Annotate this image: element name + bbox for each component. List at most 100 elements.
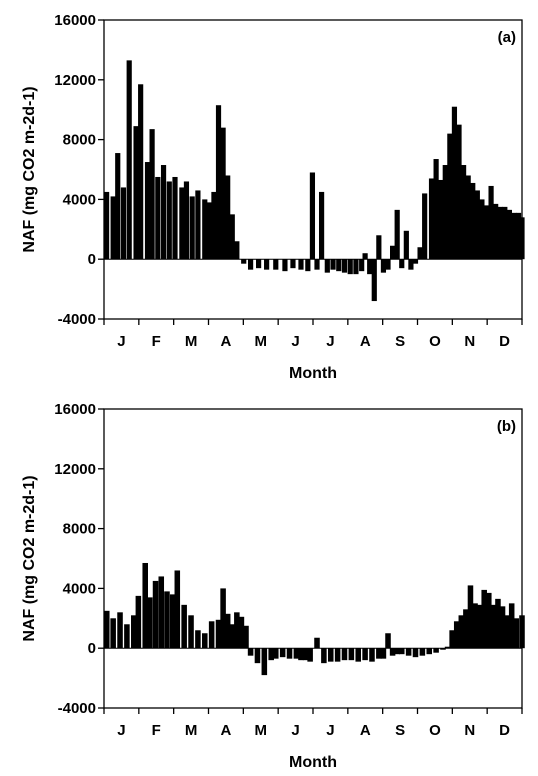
bar-b-46 (380, 648, 387, 659)
x-tick-label-b: A (360, 722, 371, 739)
bar-b-23 (238, 616, 245, 649)
bar-b-14 (188, 615, 194, 649)
y-axis-title-b: NAF (mg CO2 m-2d-1) (21, 475, 38, 641)
bar-a-3 (120, 187, 127, 260)
bar-b-32 (293, 648, 300, 659)
bar-a-56 (417, 247, 423, 260)
x-tick-label-a: J (291, 333, 299, 350)
bar-a-6 (138, 84, 144, 260)
bar-b-11 (169, 594, 176, 649)
bar-a-0 (104, 191, 110, 260)
bar-series-b (104, 562, 525, 676)
bar-b-59 (453, 621, 460, 649)
bar-a-2 (115, 153, 121, 260)
bar-b-49 (394, 648, 400, 655)
bar-b-26 (254, 648, 261, 664)
bar-b-9 (158, 576, 165, 649)
bar-a-57 (422, 193, 428, 260)
plot-frame-b (103, 408, 523, 709)
bar-a-1 (110, 196, 116, 260)
bar-b-8 (152, 580, 159, 649)
bar-a-46 (371, 259, 377, 302)
bar-b-43 (362, 648, 368, 661)
bar-series-a (104, 60, 525, 302)
bar-b-2 (117, 612, 123, 649)
bar-b-12 (174, 570, 181, 649)
bar-a-43 (359, 259, 365, 272)
bar-b-39 (334, 648, 341, 662)
bar-a-71 (488, 185, 494, 260)
x-tick-label-b: J (117, 722, 125, 739)
bar-b-17 (208, 621, 215, 649)
panel-a: -4000 0 4000 8000 12000 16000 J F M A M J J A S O N D (a… (21, 12, 525, 382)
bar-a-14 (183, 181, 190, 260)
bar-b-27 (261, 648, 268, 676)
bar-a-20 (215, 105, 222, 260)
y-tick-label-a: 0 (88, 251, 96, 268)
bar-b-65 (481, 589, 487, 649)
bar-a-12 (172, 176, 178, 260)
bar-b-18 (215, 619, 222, 649)
bar-b-40 (341, 648, 348, 661)
bar-b-15 (195, 630, 201, 649)
bar-a-38 (330, 259, 336, 270)
bar-b-5 (135, 595, 142, 649)
y-tick-label-a: 12000 (54, 72, 96, 89)
bar-b-3 (124, 624, 130, 649)
x-tick-label-a: J (117, 333, 125, 350)
bar-a-7 (144, 162, 151, 260)
bar-a-59 (433, 159, 439, 260)
bar-b-71 (508, 603, 515, 649)
bar-b-7 (147, 597, 153, 649)
bar-a-9 (155, 176, 161, 260)
bar-b-48 (389, 648, 396, 656)
bar-a-21 (220, 127, 226, 260)
bar-b-31 (286, 648, 293, 659)
bar-a-10 (160, 165, 167, 260)
y-tick-label-b: 8000 (63, 521, 96, 538)
x-tick-label-a: M (255, 333, 268, 350)
bar-b-55 (433, 648, 439, 653)
bar-b-34 (302, 648, 309, 661)
bar-b-24 (243, 625, 249, 649)
x-tick-label-b: N (464, 722, 475, 739)
bar-a-16 (195, 190, 201, 260)
x-tick-label-b: M (255, 722, 268, 739)
bar-a-32 (298, 259, 304, 270)
bar-a-11 (166, 181, 172, 260)
x-tick-label-a: M (185, 333, 198, 350)
y-tick-label-a: 4000 (63, 191, 96, 208)
bar-b-22 (234, 612, 240, 649)
x-tick-label-a: O (429, 333, 441, 350)
bar-b-28 (268, 648, 274, 661)
bar-a-54 (408, 259, 414, 270)
x-tick-label-a: S (395, 333, 405, 350)
bar-b-52 (412, 648, 419, 658)
bar-a-31 (290, 259, 296, 269)
bar-b-42 (355, 648, 362, 662)
bar-a-45 (367, 259, 373, 275)
bar-a-29 (273, 259, 279, 270)
panel-label-a: (a) (498, 29, 516, 46)
bar-b-21 (229, 624, 236, 649)
bar-a-41 (347, 259, 353, 275)
bar-a-68 (474, 190, 480, 260)
bar-b-4 (131, 615, 137, 649)
bar-b-6 (142, 562, 148, 649)
x-tick-label-b: J (326, 722, 334, 739)
bar-a-28 (264, 259, 270, 270)
y-tick-label-b: -4000 (58, 700, 96, 717)
bar-a-22 (225, 175, 231, 260)
bar-a-42 (353, 259, 359, 275)
bar-a-73 (497, 206, 503, 260)
bar-a-37 (324, 259, 330, 273)
bar-a-64 (456, 124, 462, 260)
bar-a-4 (126, 60, 132, 260)
bar-b-37 (321, 648, 327, 664)
bar-a-70 (483, 205, 490, 260)
bar-a-30 (282, 259, 288, 272)
y-tick-label-a: 16000 (54, 12, 96, 29)
bar-b-68 (495, 598, 501, 649)
y-tick-label-b: 4000 (63, 580, 96, 597)
bar-a-33 (305, 259, 311, 272)
